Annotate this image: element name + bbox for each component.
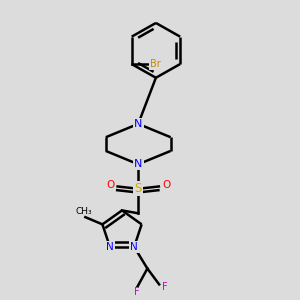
Text: CH₃: CH₃ <box>76 207 92 216</box>
Text: N: N <box>134 119 142 129</box>
Text: F: F <box>162 282 167 292</box>
Text: Br: Br <box>150 59 160 69</box>
Text: O: O <box>106 180 114 190</box>
Text: S: S <box>134 182 142 195</box>
Text: N: N <box>130 242 138 252</box>
Text: N: N <box>106 242 114 252</box>
Text: F: F <box>134 287 140 298</box>
Text: O: O <box>162 180 170 190</box>
Text: N: N <box>134 159 142 169</box>
